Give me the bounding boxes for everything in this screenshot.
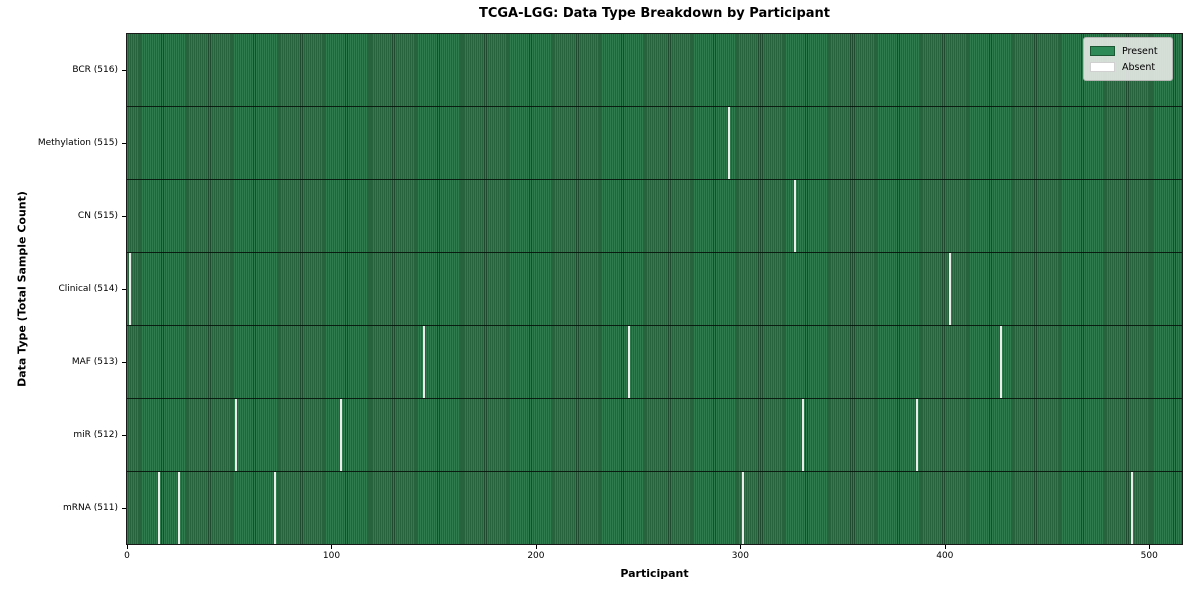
xtick-mark [944, 545, 946, 549]
ytick-mark [122, 289, 126, 290]
ytick-mark [122, 69, 126, 71]
absent-gap-mrna-301 [742, 472, 745, 544]
xtick-mark [740, 545, 742, 549]
legend-item-present: Present [1090, 43, 1165, 59]
ytick-label-mir: miR (512) [73, 430, 118, 441]
xtick-mark [535, 545, 537, 549]
absent-gap-mir-386 [916, 399, 919, 471]
ytick-label-mrna: mRNA (511) [63, 503, 118, 514]
xtick-label-200: 200 [527, 551, 545, 561]
present-swatch-icon [1090, 46, 1115, 56]
absent-gap-maf-245 [627, 326, 630, 398]
absent-gap-mrna-491 [1130, 472, 1133, 544]
xtick-label-0: 0 [124, 551, 130, 561]
ytick-mark [122, 362, 126, 364]
chart-title: TCGA-LGG: Data Type Breakdown by Partici… [478, 6, 831, 21]
ytick-label-maf: MAF (513) [71, 357, 118, 368]
plot-area [126, 33, 1183, 545]
absent-gap-mir-104 [339, 399, 342, 471]
x-axis-title: Participant [620, 567, 689, 580]
xtick-mark [1149, 545, 1151, 549]
absent-gap-clinical-402 [948, 253, 951, 325]
row-mrna [127, 471, 1182, 544]
xtick-mark [127, 545, 129, 549]
absent-gap-mrna-25 [178, 472, 181, 544]
absent-gap-maf-427 [999, 326, 1003, 398]
legend-label-present: Present [1122, 45, 1158, 57]
absent-gap-methylation-294 [728, 107, 731, 179]
row-bcr [127, 34, 1182, 106]
ytick-label-clinical: Clinical (514) [58, 284, 118, 294]
xtick-label-300: 300 [731, 551, 749, 561]
row-cn [127, 179, 1182, 252]
absent-gap-clinical-1 [129, 253, 132, 325]
absent-gap-mrna-72 [274, 472, 277, 544]
absent-gap-mrna-15 [157, 472, 160, 544]
row-mir [127, 398, 1182, 471]
absent-gap-mir-53 [235, 399, 238, 471]
ytick-mark [122, 142, 126, 144]
absent-gap-mir-330 [801, 399, 804, 471]
ytick-label-cn: CN (515) [77, 210, 118, 221]
xtick-label-400: 400 [936, 551, 954, 561]
ytick-mark [122, 508, 126, 510]
ytick-label-methylation: Methylation (515) [37, 137, 118, 148]
absent-gap-maf-145 [423, 326, 426, 398]
legend-item-absent: Absent [1090, 59, 1165, 75]
row-maf [127, 325, 1182, 398]
absent-gap-cn-326 [793, 180, 796, 252]
xtick-label-500: 500 [1140, 551, 1158, 561]
legend-label-absent: Absent [1122, 61, 1156, 73]
legend: Present Absent [1083, 37, 1173, 81]
row-clinical [127, 252, 1182, 325]
ytick-mark [122, 435, 126, 437]
ytick-label-bcr: BCR (516) [72, 64, 118, 75]
xtick-label-100: 100 [322, 551, 341, 561]
xtick-mark [331, 545, 333, 549]
ytick-mark [122, 215, 126, 217]
row-methylation [127, 106, 1182, 179]
absent-swatch-icon [1090, 62, 1115, 72]
